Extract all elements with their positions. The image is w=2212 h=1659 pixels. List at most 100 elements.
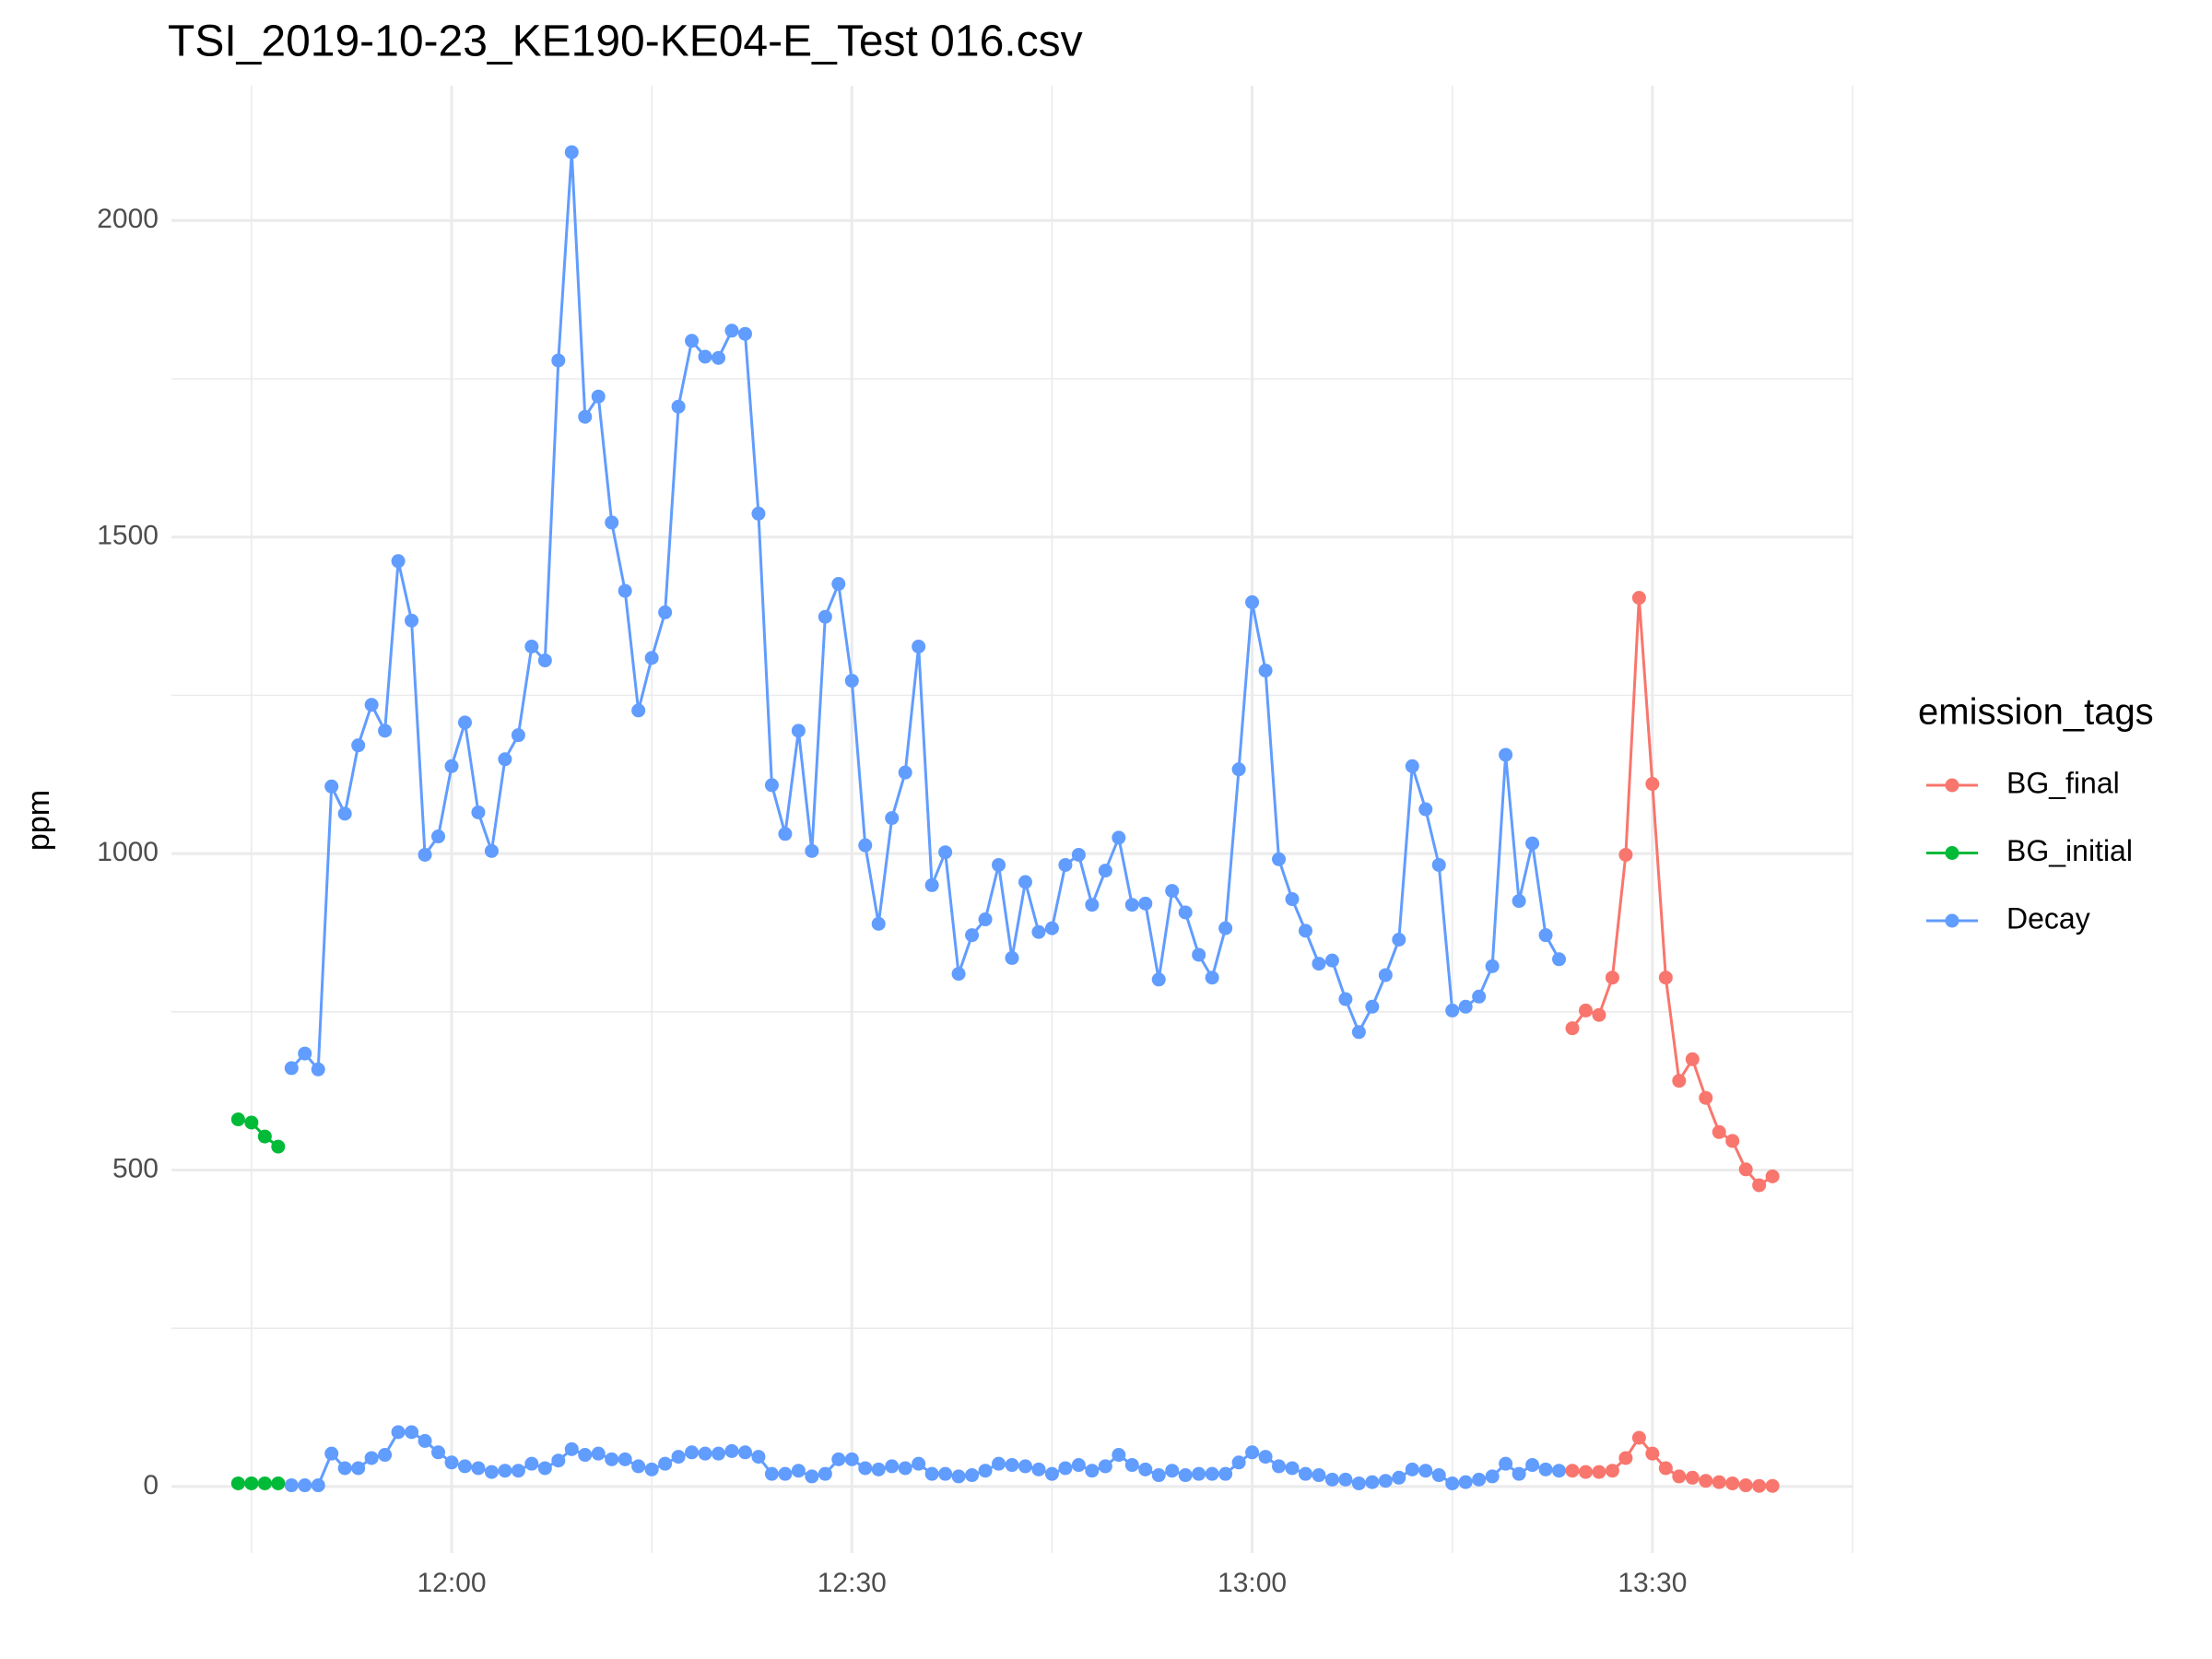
y-tick-label: 2000 — [97, 204, 159, 234]
data-point — [1458, 1475, 1473, 1489]
data-point — [805, 843, 819, 858]
legend-label: Decay — [2006, 901, 2090, 935]
data-point — [938, 845, 953, 860]
data-point — [551, 1453, 566, 1468]
data-point — [351, 738, 366, 753]
data-point — [778, 1466, 793, 1481]
data-point — [712, 1446, 726, 1461]
data-point — [1312, 957, 1326, 971]
data-point — [1578, 1465, 1593, 1479]
data-point — [1485, 959, 1500, 973]
data-point — [1552, 1464, 1567, 1478]
data-point — [671, 1450, 686, 1465]
x-tick-label: 12:00 — [417, 1568, 486, 1598]
data-point — [1631, 591, 1646, 606]
y-tick-label: 500 — [112, 1153, 159, 1183]
data-point — [1738, 1478, 1753, 1493]
data-point — [1165, 884, 1180, 899]
data-point — [471, 805, 486, 819]
data-point — [685, 1445, 700, 1460]
data-point — [1124, 1458, 1139, 1473]
data-point — [912, 1456, 926, 1471]
data-point — [1098, 864, 1112, 878]
data-point — [858, 1461, 873, 1476]
data-point — [1338, 992, 1353, 1006]
data-point — [405, 1425, 419, 1440]
data-point — [1085, 1464, 1100, 1478]
data-point — [831, 577, 846, 592]
data-point — [1231, 1455, 1246, 1470]
data-point — [618, 1452, 632, 1466]
data-point — [591, 1446, 606, 1461]
data-point — [564, 145, 579, 159]
data-point — [791, 724, 806, 738]
legend-key-point — [1945, 913, 1959, 928]
data-point — [1685, 1470, 1700, 1485]
data-point — [951, 967, 966, 982]
data-point — [1525, 836, 1540, 851]
data-point — [418, 1433, 432, 1448]
data-point — [1418, 1464, 1433, 1478]
data-point — [405, 613, 419, 628]
data-point — [1672, 1469, 1687, 1484]
data-point — [764, 1466, 779, 1481]
data-point — [912, 640, 926, 654]
data-point — [284, 1478, 299, 1493]
data-point — [671, 399, 686, 414]
data-point — [537, 1461, 552, 1476]
data-point — [631, 1459, 646, 1474]
data-point — [524, 640, 539, 654]
data-point — [364, 1451, 379, 1465]
data-point — [337, 1461, 352, 1476]
data-point — [1618, 1451, 1633, 1465]
data-point — [1192, 1466, 1206, 1481]
data-point — [658, 605, 673, 619]
data-point — [1752, 1178, 1767, 1193]
data-point — [484, 1465, 499, 1479]
data-point — [1018, 875, 1032, 889]
data-point — [1018, 1459, 1032, 1474]
legend-label: BG_final — [2006, 766, 2120, 799]
legend-title: emission_tags — [1918, 692, 2154, 733]
data-point — [938, 1466, 953, 1481]
data-point — [1351, 1025, 1366, 1040]
data-point — [1405, 1462, 1419, 1477]
data-point — [1112, 830, 1126, 845]
data-point — [1725, 1476, 1740, 1490]
data-point — [1445, 1003, 1460, 1018]
data-point — [511, 728, 525, 743]
data-point — [885, 811, 900, 826]
y-tick-label: 1500 — [97, 521, 159, 551]
data-point — [1658, 971, 1673, 985]
data-point — [1499, 747, 1513, 762]
data-point — [244, 1476, 259, 1490]
data-point — [1338, 1472, 1353, 1487]
data-point — [1258, 1450, 1273, 1465]
data-point — [658, 1456, 673, 1471]
data-point — [1324, 1472, 1339, 1487]
data-point — [951, 1469, 966, 1484]
y-tick-label: 1000 — [97, 837, 159, 867]
data-point — [471, 1461, 486, 1476]
data-point — [1738, 1162, 1753, 1177]
data-point — [1112, 1448, 1126, 1463]
data-point — [364, 698, 379, 712]
data-point — [1712, 1475, 1726, 1489]
data-point — [1044, 921, 1059, 935]
data-point — [751, 1450, 766, 1465]
data-point — [978, 1464, 993, 1478]
data-point — [1058, 1461, 1073, 1476]
data-point — [1592, 1007, 1606, 1022]
data-point — [1365, 999, 1380, 1014]
data-point — [924, 1466, 939, 1481]
data-point — [351, 1461, 366, 1476]
data-point — [498, 1464, 512, 1478]
data-point — [1499, 1456, 1513, 1471]
data-point — [311, 1478, 325, 1493]
legend-key-point — [1945, 846, 1959, 860]
data-point — [591, 389, 606, 404]
data-point — [605, 515, 619, 530]
data-point — [1578, 1003, 1593, 1018]
data-point — [644, 1462, 659, 1477]
